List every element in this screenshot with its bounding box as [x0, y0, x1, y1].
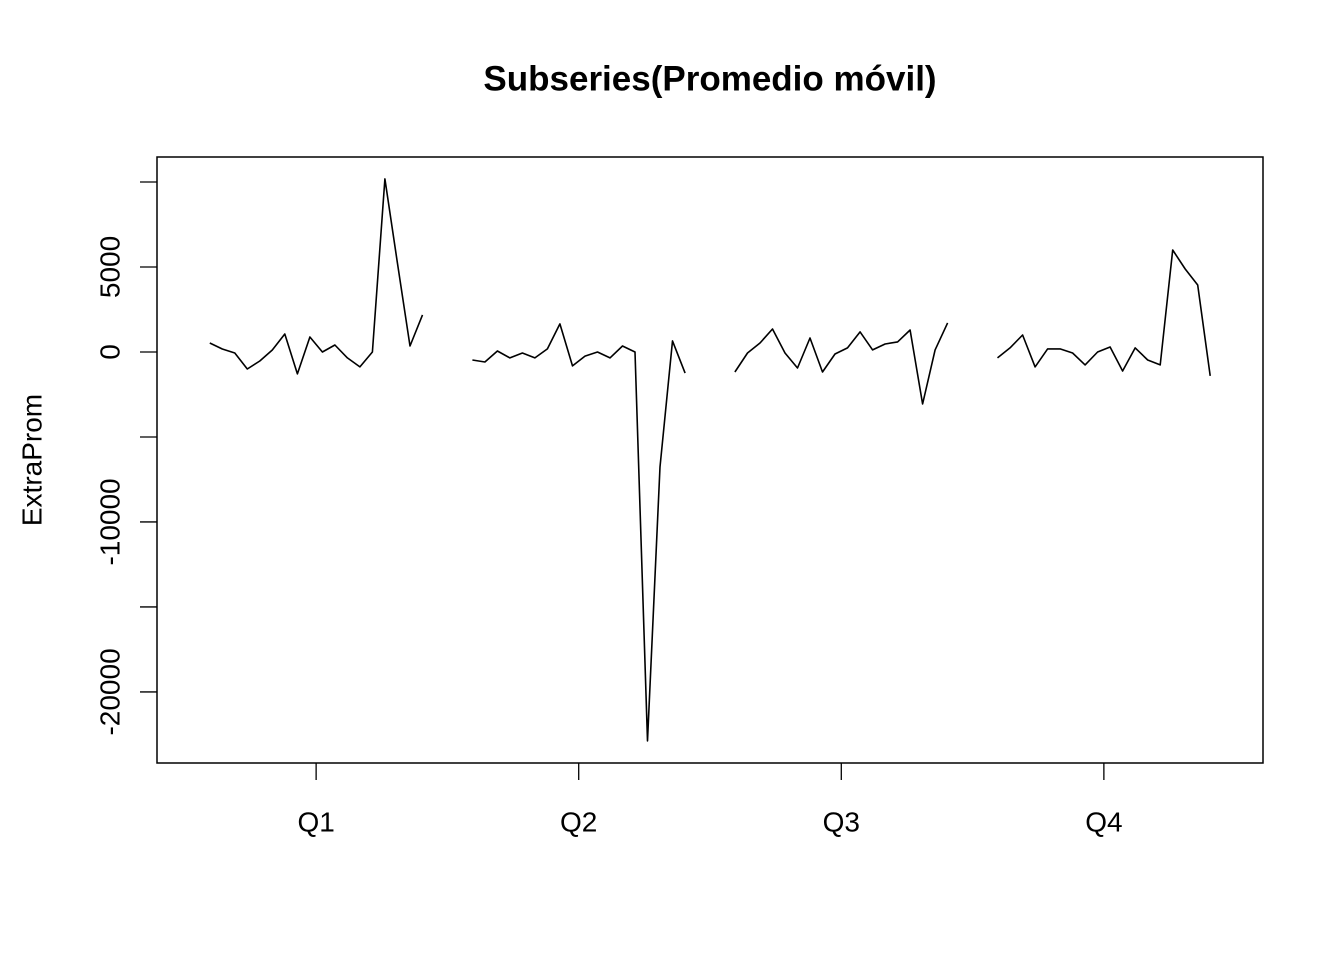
y-axis-label: ExtraProm [16, 394, 47, 526]
subseries-line [472, 323, 686, 742]
x-tick-label: Q3 [823, 806, 860, 837]
chart-title: Subseries(Promedio móvil) [483, 59, 936, 98]
plot-frame [156, 156, 1264, 764]
y-tick-label: -10000 [94, 478, 125, 565]
x-tick-label: Q1 [297, 806, 334, 837]
subseries-line [734, 322, 949, 405]
y-tick-label: -20000 [94, 648, 125, 735]
x-tick-label: Q2 [560, 806, 597, 837]
x-tick-label: Q4 [1085, 806, 1122, 837]
subseries-line [997, 249, 1211, 377]
subseries-line [209, 178, 424, 375]
y-tick-label: 0 [94, 344, 125, 360]
y-tick-label: 5000 [94, 236, 125, 298]
